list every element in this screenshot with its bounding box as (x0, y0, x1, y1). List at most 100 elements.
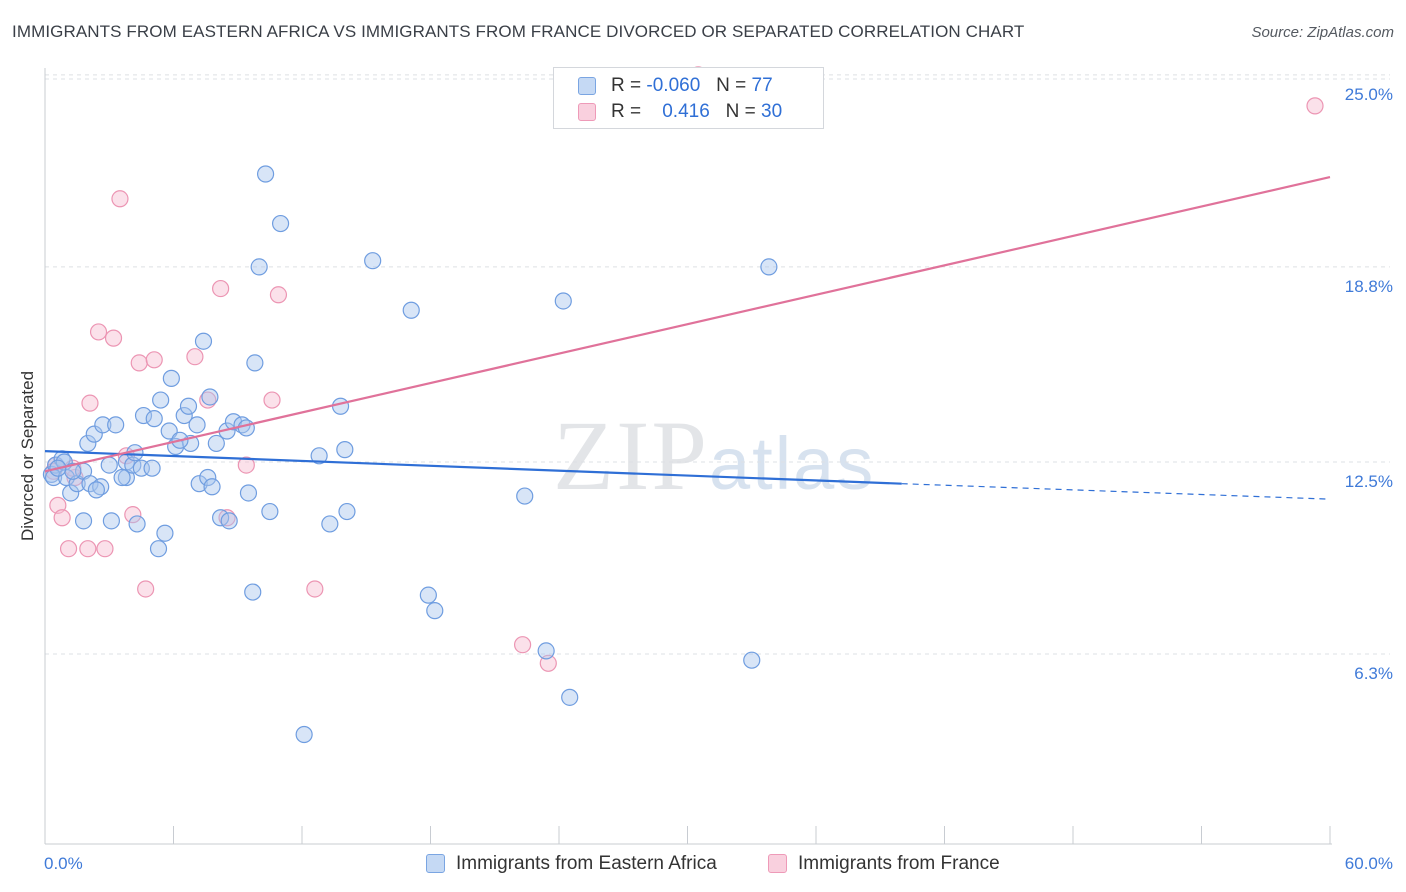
data-point-eastern-africa (134, 406, 153, 425)
data-point-eastern-africa (149, 540, 168, 558)
data-point-eastern-africa (250, 258, 268, 276)
data-point-eastern-africa (107, 416, 125, 434)
data-point-eastern-africa (100, 456, 118, 474)
data-point-france (513, 636, 532, 654)
data-point-eastern-africa (537, 642, 555, 660)
data-point-eastern-africa (321, 515, 339, 533)
tick-labels: 6.3% 12.5% 18.8% 25.0% 0.0% 60.0% (44, 85, 1393, 873)
data-point-france (124, 506, 142, 524)
data-point-eastern-africa (156, 524, 174, 542)
data-point-france (1306, 97, 1324, 115)
data-point-france (186, 348, 204, 366)
data-point-eastern-africa (188, 416, 206, 434)
legend-n-value: 30 (761, 101, 783, 122)
chart-title: IMMIGRANTS FROM EASTERN AFRICA VS IMMIGR… (12, 22, 1025, 41)
y-axis-label: Divorced or Separated (18, 370, 37, 542)
series-eastern-africa-points (42, 165, 778, 744)
data-point-france (79, 540, 97, 558)
legend-r-label: R = (611, 101, 642, 122)
data-point-eastern-africa (295, 725, 313, 744)
legend-label-eastern-africa: Immigrants from Eastern Africa (456, 853, 717, 874)
legend-swatch-pink (768, 854, 787, 873)
data-point-eastern-africa (74, 512, 93, 530)
trend-line-eastern-africa (44, 450, 902, 485)
data-point-france (59, 540, 78, 558)
data-point-france (263, 391, 281, 409)
data-point-france (96, 540, 114, 558)
data-point-eastern-africa (145, 410, 163, 428)
data-point-eastern-africa (79, 434, 97, 453)
legend-n-value: 77 (751, 75, 773, 96)
legend-n-label: N = (725, 101, 756, 122)
data-point-france (218, 509, 236, 527)
y-tick-label: 25.0% (1345, 85, 1393, 104)
data-point-france (53, 509, 71, 527)
data-point-eastern-africa (113, 468, 131, 487)
data-point-eastern-africa (244, 583, 262, 601)
data-point-eastern-africa (310, 447, 328, 465)
trend-lines (44, 176, 1331, 500)
data-point-eastern-africa (94, 416, 112, 434)
legend-r-value: -0.060 (646, 75, 701, 96)
data-point-france (269, 286, 288, 304)
data-point-eastern-africa (554, 292, 572, 310)
chart-source: Source: ZipAtlas.com (1251, 24, 1394, 41)
legend-n-label: N = (716, 75, 747, 96)
data-point-eastern-africa (175, 406, 193, 425)
data-point-eastern-africa (426, 602, 444, 620)
data-point-eastern-africa (261, 502, 279, 521)
data-point-eastern-africa (87, 481, 106, 499)
data-point-eastern-africa (239, 484, 258, 502)
data-point-eastern-africa (190, 475, 208, 493)
data-point-eastern-africa (143, 459, 161, 477)
y-tick-label: 12.5% (1345, 472, 1393, 491)
legend-r-value: 0.416 (662, 101, 710, 122)
data-point-eastern-africa (237, 419, 255, 437)
data-point-eastern-africa (419, 586, 437, 604)
data-point-france (130, 354, 148, 372)
y-tick-label: 18.8% (1345, 277, 1393, 296)
data-point-eastern-africa (194, 332, 213, 350)
data-point-france (145, 351, 163, 369)
data-point-france (89, 323, 108, 341)
data-point-france (199, 391, 217, 409)
data-point-eastern-africa (207, 434, 225, 453)
data-point-eastern-africa (201, 388, 219, 406)
data-point-eastern-africa (271, 214, 290, 233)
data-point-eastern-africa (561, 688, 579, 706)
data-point-eastern-africa (246, 354, 264, 372)
data-point-eastern-africa (760, 258, 778, 276)
data-point-eastern-africa (336, 441, 354, 459)
data-point-eastern-africa (743, 651, 761, 669)
data-point-eastern-africa (256, 165, 275, 183)
data-point-france (306, 580, 324, 598)
data-point-eastern-africa (338, 502, 356, 521)
data-point-eastern-africa (85, 425, 103, 443)
data-point-france (81, 394, 99, 412)
watermark-bold: ZIP (553, 400, 709, 511)
data-point-eastern-africa (62, 484, 80, 502)
legend-swatch-pink (578, 103, 596, 121)
data-point-eastern-africa (203, 478, 221, 496)
watermark: ZIPatlas (553, 398, 875, 513)
data-point-eastern-africa (102, 512, 120, 530)
correlation-legend: R = -0.060 N = 77 R = 0.416 N = 30 (553, 67, 824, 129)
y-tick-label: 6.3% (1354, 664, 1393, 683)
data-point-eastern-africa (364, 252, 382, 270)
data-point-france (237, 456, 255, 474)
data-point-eastern-africa (331, 397, 350, 415)
series-france-points (44, 66, 1324, 672)
trend-line-france (44, 176, 1331, 473)
data-point-eastern-africa (220, 512, 238, 530)
data-point-eastern-africa (81, 475, 99, 493)
x-tick-label: 0.0% (44, 854, 83, 873)
data-point-eastern-africa (152, 391, 170, 409)
axes (44, 68, 1332, 845)
data-point-eastern-africa (199, 468, 217, 487)
legend-swatch-blue (426, 854, 445, 873)
data-point-eastern-africa (128, 515, 146, 533)
trend-line-eastern-africa-extension (901, 483, 1331, 500)
data-point-france (111, 190, 129, 208)
data-point-eastern-africa (516, 487, 534, 505)
